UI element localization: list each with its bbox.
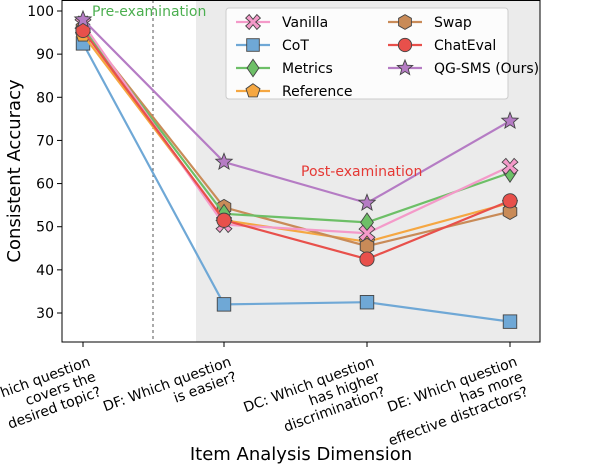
data-point-chateval xyxy=(359,251,375,267)
legend-label-metrics: Metrics xyxy=(282,61,333,77)
legend-label-qg-sms-ours: QG-SMS (Ours) xyxy=(434,61,539,77)
data-point-qg-sms-ours xyxy=(357,193,377,212)
y-tick-label: 40 xyxy=(36,263,54,279)
legend-marker-cot xyxy=(246,38,260,52)
data-point-chateval xyxy=(502,193,518,209)
data-point-chateval xyxy=(216,212,232,228)
legend-marker-qg-sms-ours xyxy=(396,58,414,76)
legend-label-cot: CoT xyxy=(282,38,309,54)
series-line-qg-sms-ours xyxy=(82,18,511,205)
plot-frame xyxy=(61,0,541,343)
y-tick-label: 70 xyxy=(36,133,54,149)
y-tick-label: 50 xyxy=(36,220,54,236)
data-point-cot xyxy=(216,297,232,312)
data-point-vanilla xyxy=(501,157,519,175)
y-tick-label: 30 xyxy=(36,306,54,322)
legend-marker-chateval xyxy=(397,37,413,53)
series-chateval xyxy=(75,22,518,267)
data-point-qg-sms-ours xyxy=(500,111,520,129)
legend-marker-reference xyxy=(245,83,261,98)
legend-marker-metrics xyxy=(246,58,260,78)
legend-label-reference: Reference xyxy=(282,84,353,100)
legend-box xyxy=(225,7,509,100)
y-axis-label: Consistent Accuracy xyxy=(4,79,25,263)
data-point-qg-sms-ours xyxy=(73,9,93,28)
legend-marker-vanilla xyxy=(245,13,262,31)
series-line-metrics xyxy=(82,27,511,224)
data-point-vanilla xyxy=(358,224,376,242)
post-examination-annotation: Post-examination xyxy=(301,164,422,180)
series-line-cot xyxy=(82,42,511,323)
data-point-cot xyxy=(359,295,375,310)
data-point-cot xyxy=(502,314,518,329)
data-point-qg-sms-ours xyxy=(214,152,234,170)
pre-examination-annotation: Pre-examination xyxy=(92,4,206,20)
y-axis: 30 40 50 60 70 80 90 100 xyxy=(27,4,62,322)
legend-label-vanilla: Vanilla xyxy=(282,15,328,31)
legend: Vanilla CoT Metrics Reference Swap ChatEval QG… xyxy=(225,7,539,100)
legend-marker-swap xyxy=(398,14,412,30)
series-layer xyxy=(73,9,520,329)
series-line-chateval xyxy=(82,29,511,261)
data-point-swap xyxy=(502,203,518,221)
series-line-reference xyxy=(82,34,511,243)
legend-label-swap: Swap xyxy=(434,15,472,31)
x-axis-label: Item Analysis Dimension xyxy=(190,444,412,465)
series-qg-sms-ours xyxy=(73,9,520,212)
y-tick-label: 100 xyxy=(27,4,54,20)
legend-label-chateval: ChatEval xyxy=(434,38,496,54)
y-tick-label: 60 xyxy=(36,177,54,193)
y-tick-label: 90 xyxy=(36,47,54,63)
y-tick-label: 80 xyxy=(36,90,54,106)
